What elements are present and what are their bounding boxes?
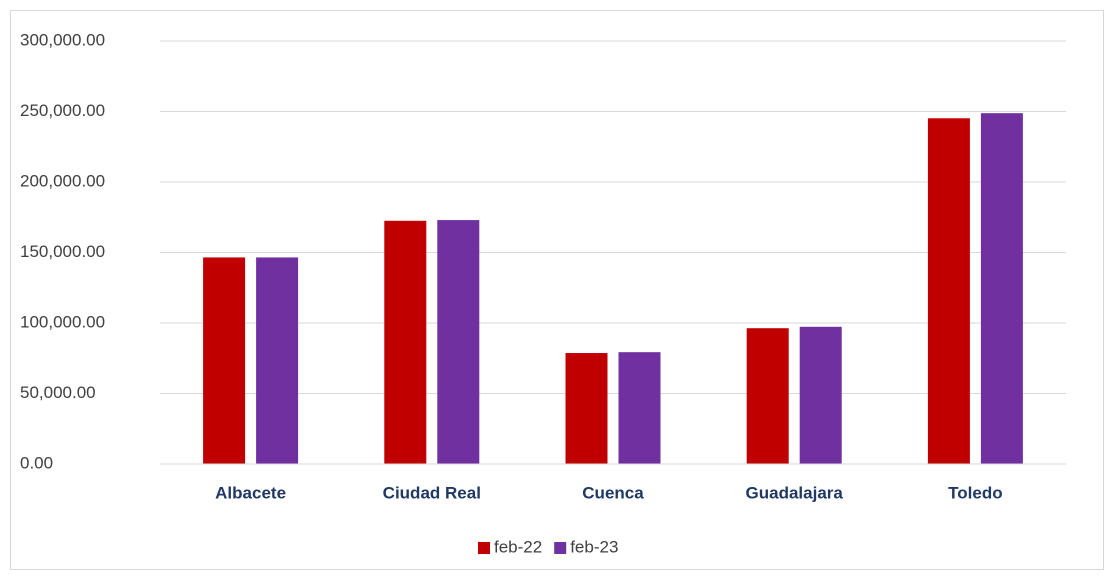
x-tick-label: Guadalajara	[746, 483, 844, 502]
bar	[927, 118, 970, 464]
bar	[203, 257, 246, 464]
x-tick-label: Albacete	[215, 483, 286, 502]
y-tick-label: 200,000.00	[20, 171, 105, 190]
bar	[256, 257, 299, 464]
bar	[437, 220, 480, 464]
chart-border	[10, 10, 1104, 570]
legend-label: feb-22	[494, 537, 542, 556]
bar	[980, 113, 1023, 464]
x-tick-label: Toledo	[948, 483, 1002, 502]
legend-label: feb-23	[570, 537, 618, 556]
y-tick-label: 300,000.00	[20, 30, 105, 49]
y-tick-label: 100,000.00	[20, 312, 105, 331]
legend-swatch	[478, 542, 490, 554]
bar	[746, 328, 789, 464]
bar	[384, 220, 427, 464]
x-tick-label: Ciudad Real	[383, 483, 481, 502]
y-tick-label: 0.00	[20, 453, 53, 472]
bar	[618, 352, 661, 464]
bar	[565, 353, 608, 464]
x-tick-label: Cuenca	[582, 483, 644, 502]
y-tick-label: 150,000.00	[20, 242, 105, 261]
bar	[799, 326, 842, 464]
legend-swatch	[554, 542, 567, 554]
y-tick-label: 250,000.00	[20, 101, 105, 120]
y-tick-label: 50,000.00	[20, 383, 96, 402]
